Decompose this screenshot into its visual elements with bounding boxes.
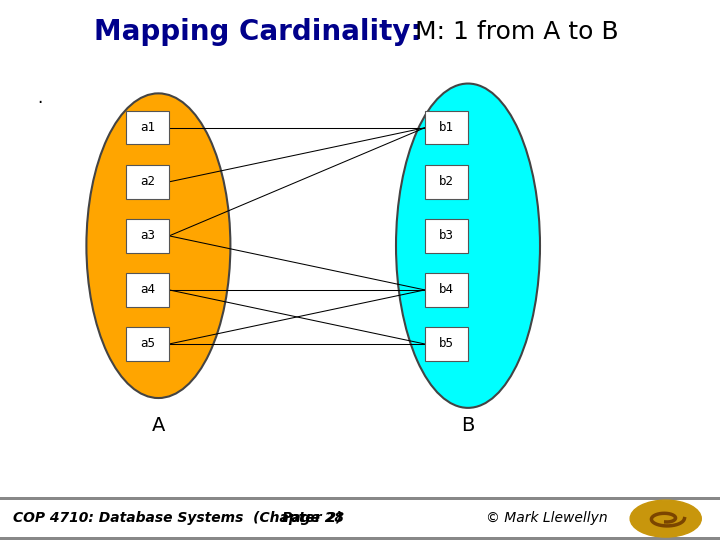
- Text: b4: b4: [439, 284, 454, 296]
- Text: a2: a2: [140, 176, 155, 188]
- FancyBboxPatch shape: [425, 165, 468, 199]
- Text: b1: b1: [439, 122, 454, 134]
- Bar: [626, 537, 720, 540]
- Text: b2: b2: [439, 176, 454, 188]
- Text: Mapping Cardinality:: Mapping Cardinality:: [94, 18, 421, 46]
- Ellipse shape: [86, 93, 230, 398]
- Bar: [0, 537, 626, 540]
- FancyBboxPatch shape: [425, 273, 468, 307]
- Bar: [0, 497, 626, 500]
- FancyBboxPatch shape: [126, 219, 169, 253]
- Text: M: 1 from A to B: M: 1 from A to B: [407, 20, 618, 44]
- Text: A: A: [152, 416, 165, 435]
- FancyBboxPatch shape: [126, 111, 169, 145]
- FancyBboxPatch shape: [425, 327, 468, 361]
- Text: B: B: [462, 416, 474, 435]
- Text: a1: a1: [140, 122, 155, 134]
- Text: a3: a3: [140, 230, 155, 242]
- FancyBboxPatch shape: [126, 273, 169, 307]
- Text: © Mark Llewellyn: © Mark Llewellyn: [486, 511, 608, 525]
- Bar: [626, 497, 720, 500]
- Text: b3: b3: [439, 230, 454, 242]
- Text: a4: a4: [140, 284, 155, 296]
- FancyBboxPatch shape: [425, 111, 468, 145]
- FancyBboxPatch shape: [126, 327, 169, 361]
- FancyBboxPatch shape: [425, 219, 468, 253]
- Text: a5: a5: [140, 338, 155, 350]
- Text: Page 28: Page 28: [282, 511, 344, 525]
- Circle shape: [630, 500, 701, 537]
- FancyBboxPatch shape: [126, 165, 169, 199]
- Text: .: .: [37, 89, 42, 107]
- Text: b5: b5: [439, 338, 454, 350]
- Ellipse shape: [396, 84, 540, 408]
- Text: COP 4710: Database Systems  (Chapter 2): COP 4710: Database Systems (Chapter 2): [12, 511, 342, 525]
